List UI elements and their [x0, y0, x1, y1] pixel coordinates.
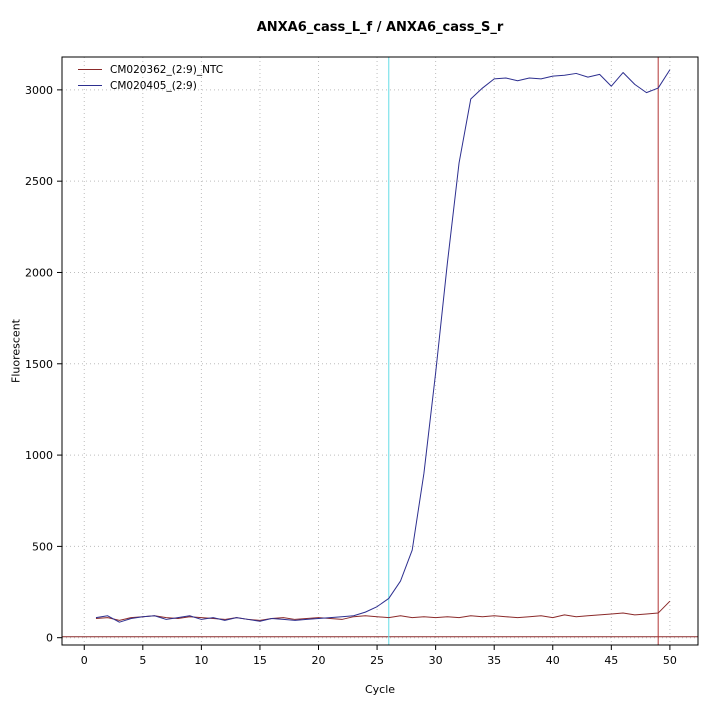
legend-label: CM020362_(2:9)_NTC [110, 63, 224, 76]
legend-item: CM020405_(2:9) [78, 79, 223, 92]
x-axis-tick-label: 0 [81, 654, 88, 667]
y-axis-tick-label: 2500 [25, 175, 53, 188]
x-axis-tick-label: 15 [253, 654, 267, 667]
x-axis-label: Cycle [364, 683, 396, 696]
y-axis-tick-label: 0 [46, 632, 53, 645]
plot-border [61, 56, 699, 646]
x-axis-tick-label: 10 [194, 654, 208, 667]
legend: CM020362_(2:9)_NTC CM020405_(2:9) [78, 63, 223, 92]
y-axis-tick-label: 2000 [25, 266, 53, 279]
x-axis-tick-label: 20 [312, 654, 326, 667]
y-axis-tick-label: 3000 [25, 84, 53, 97]
x-axis-tick-label: 5 [139, 654, 146, 667]
chart-title: ANXA6_cass_L_f / ANXA6_cass_S_r [256, 20, 504, 35]
x-axis-tick-label: 50 [663, 654, 677, 667]
legend-line-swatch [78, 69, 102, 70]
y-axis-tick-label: 1500 [25, 358, 53, 371]
y-axis-tick-label: 500 [32, 540, 53, 553]
x-axis-tick-label: 40 [546, 654, 560, 667]
y-axis-tick-label: 1000 [25, 449, 53, 462]
legend-item: CM020362_(2:9)_NTC [78, 63, 223, 76]
series-line-CM020405_(2:9) [95, 69, 671, 623]
x-axis-tick-label: 30 [429, 654, 443, 667]
x-axis-tick-label: 25 [370, 654, 384, 667]
x-axis-tick-label: 45 [604, 654, 618, 667]
legend-line-swatch [78, 85, 102, 86]
legend-label: CM020405_(2:9) [110, 79, 197, 92]
x-axis-tick-label: 35 [487, 654, 501, 667]
